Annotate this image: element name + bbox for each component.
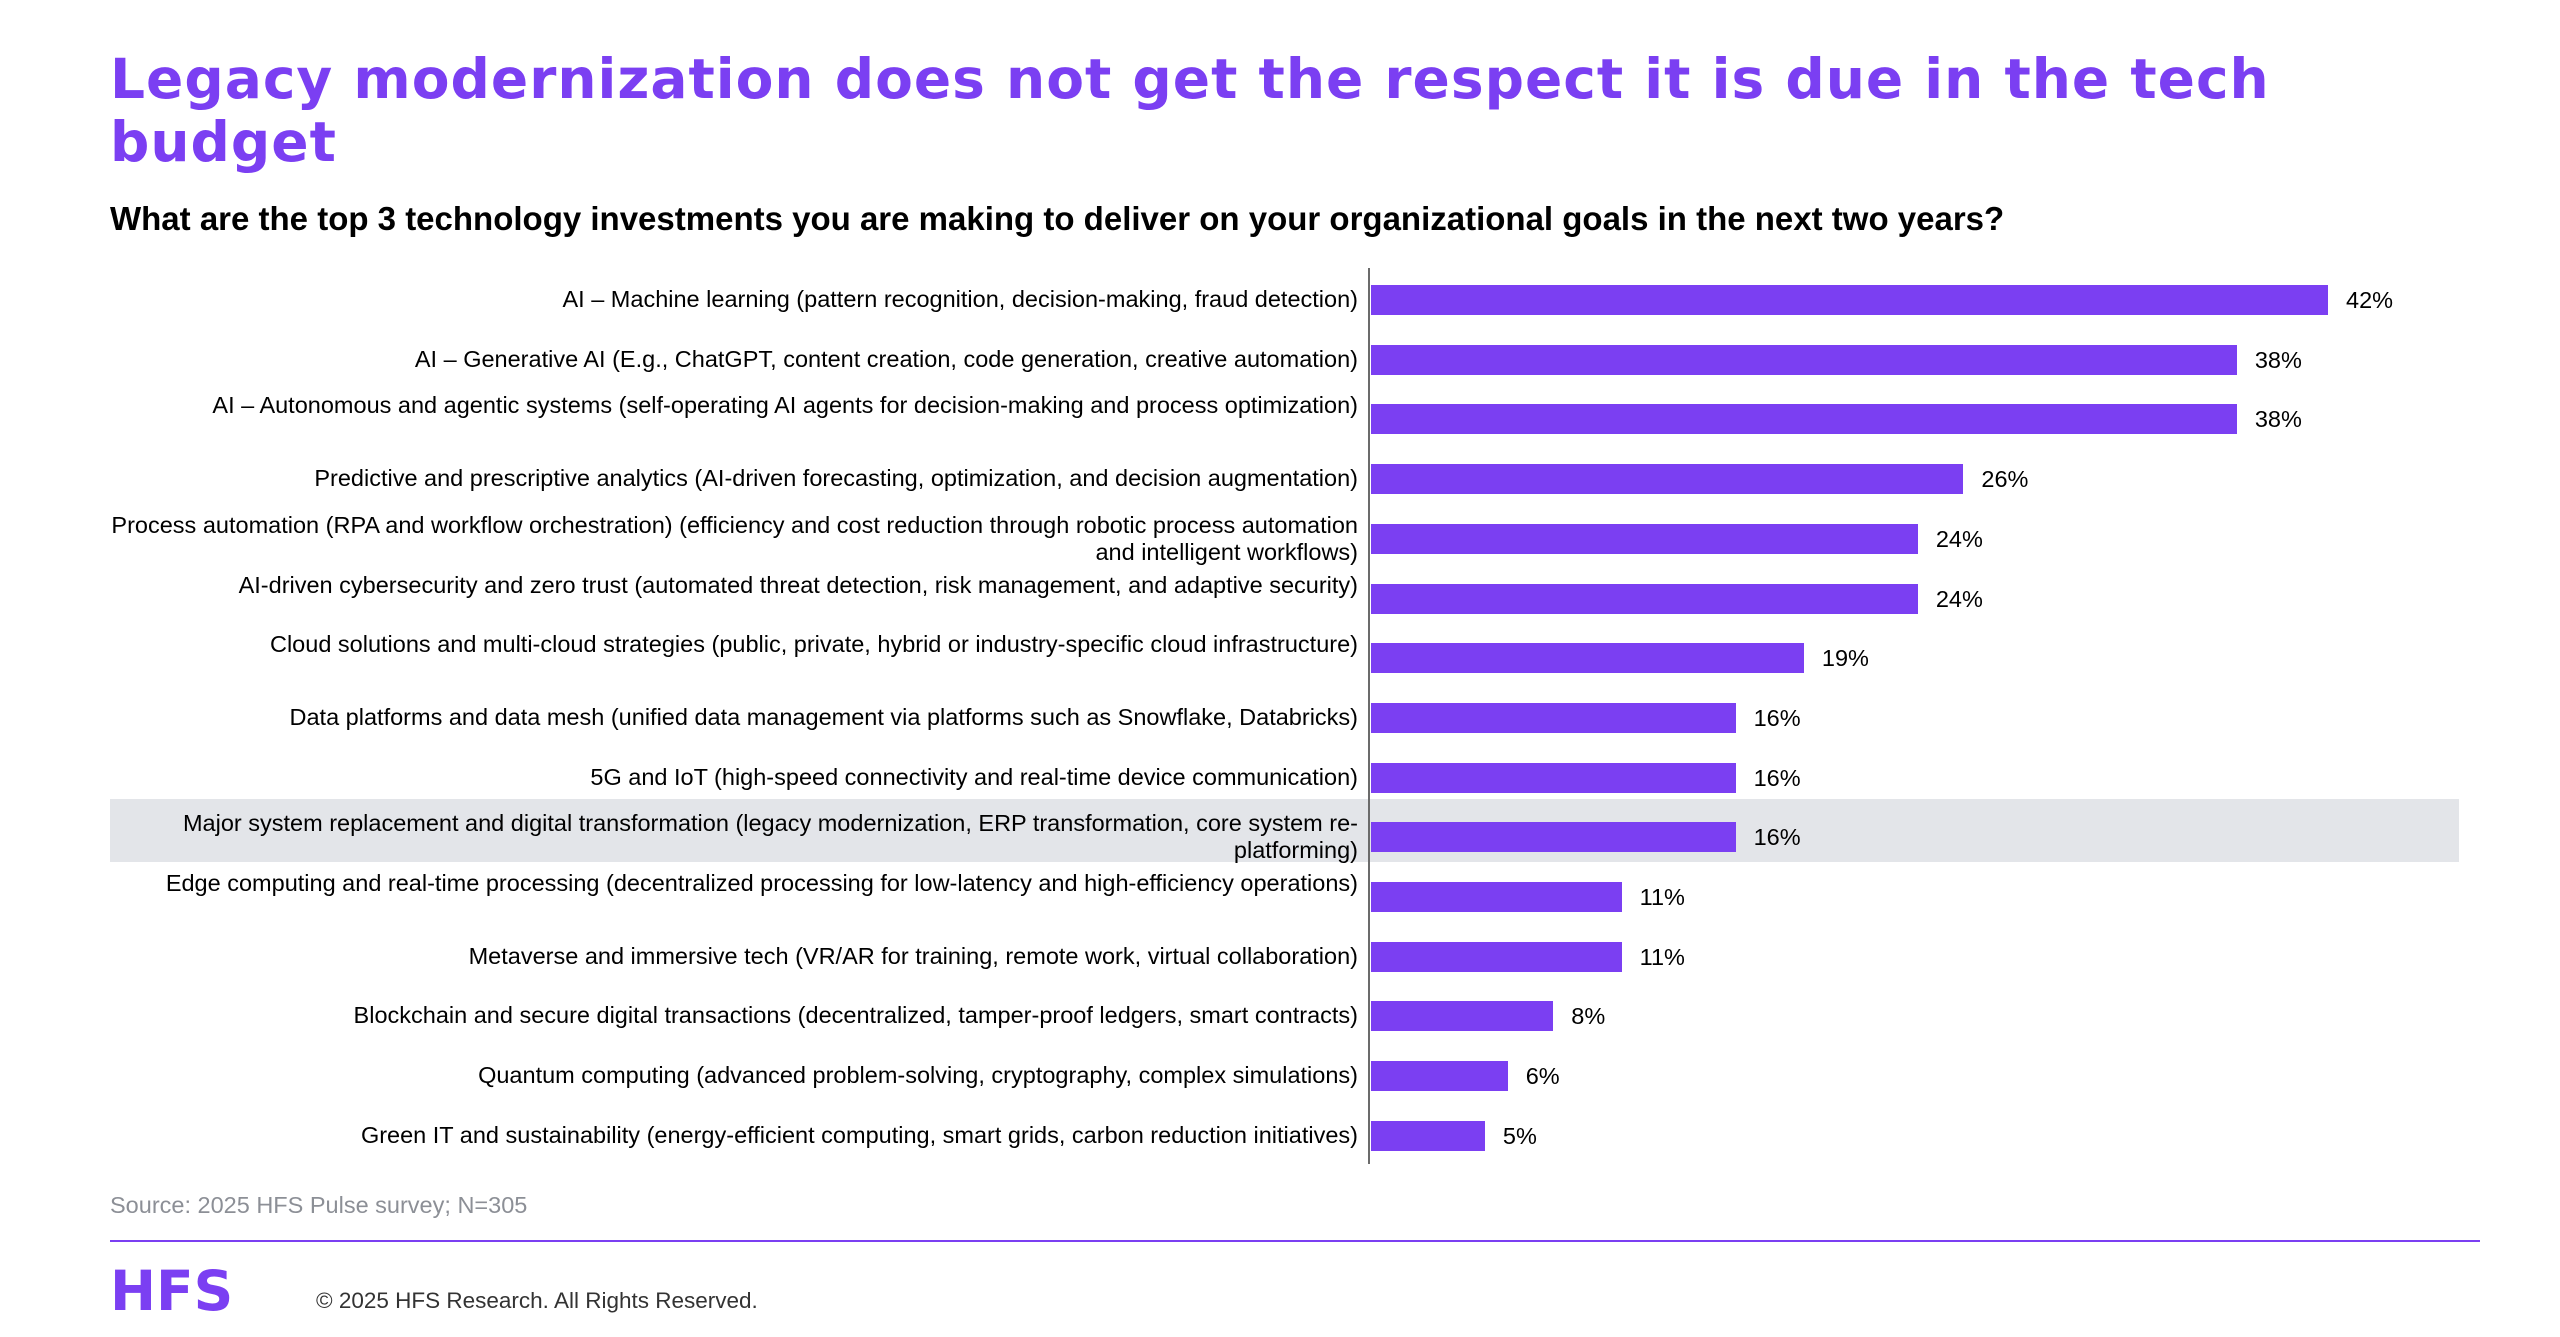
hfs-logo-text: HFS (110, 1269, 233, 1315)
category-label: Data platforms and data mesh (unified da… (289, 703, 1358, 730)
bar (1371, 404, 2237, 435)
category-label: Predictive and prescriptive analytics (A… (314, 465, 1358, 492)
highlight-band (110, 799, 2459, 862)
value-label: 38% (2254, 406, 2302, 433)
category-label: Edge computing and real-time processing … (165, 870, 1358, 896)
value-label: 16% (1753, 704, 1801, 731)
footer-divider (110, 1240, 2480, 1242)
category-label: Green IT and sustainability (energy-effi… (360, 1121, 1358, 1148)
category-label: Cloud solutions and multi-cloud strategi… (269, 631, 1358, 658)
category-label: Metaverse and immersive tech (VR/AR for … (468, 942, 1358, 969)
value-label: 16% (1753, 824, 1801, 851)
value-label: 19% (1821, 645, 1869, 672)
value-label: 11% (1639, 943, 1685, 970)
value-label: 24% (1935, 585, 1983, 612)
bar (1371, 702, 1736, 733)
category-label: Blockchain and secure digital transactio… (353, 1002, 1358, 1029)
page-title: Legacy modernization does not get the re… (110, 47, 2270, 174)
hfs-logo: HFS (110, 1269, 233, 1315)
bar (1371, 941, 1622, 972)
value-label: 24% (1935, 525, 1983, 552)
source-note: Source: 2025 HFS Pulse survey; N=305 (110, 1192, 528, 1218)
bar (1371, 882, 1622, 912)
bar (1371, 285, 2328, 315)
category-label: AI – Machine learning (pattern recogniti… (562, 286, 1358, 312)
category-label: Quantum computing (advanced problem-solv… (478, 1062, 1358, 1089)
bar (1371, 344, 2237, 375)
value-label: 8% (1571, 1003, 1606, 1030)
bar (1371, 643, 1804, 674)
bar (1371, 1120, 1485, 1151)
value-label: 6% (1525, 1063, 1560, 1090)
bar (1371, 464, 1964, 495)
copyright-text: © 2025 HFS Research. All Rights Reserved… (316, 1288, 758, 1313)
value-label: 26% (1981, 466, 2029, 493)
bar (1371, 1061, 1508, 1092)
bar (1371, 1001, 1554, 1032)
bar (1371, 523, 1918, 554)
chart-subtitle: What are the top 3 technology investment… (110, 200, 2005, 237)
value-label: 16% (1753, 764, 1801, 791)
bar (1371, 762, 1736, 793)
category-label: Process automation (RPA and workflow orc… (111, 511, 1358, 565)
category-label: Major system replacement and digital tra… (182, 810, 1358, 864)
value-label: 11% (1639, 884, 1685, 910)
value-label: 38% (2254, 346, 2302, 373)
category-label: AI-driven cybersecurity and zero trust (… (238, 571, 1358, 598)
category-label: 5G and IoT (high-speed connectivity and … (590, 763, 1358, 790)
y-axis-line (1368, 268, 1370, 1164)
value-label: 42% (2346, 287, 2394, 313)
category-label: AI – Autonomous and agentic systems (sel… (212, 392, 1358, 419)
value-label: 5% (1502, 1122, 1537, 1149)
bar (1371, 583, 1918, 614)
category-label: AI – Generative AI (E.g., ChatGPT, conte… (414, 345, 1358, 372)
bar (1371, 822, 1736, 853)
